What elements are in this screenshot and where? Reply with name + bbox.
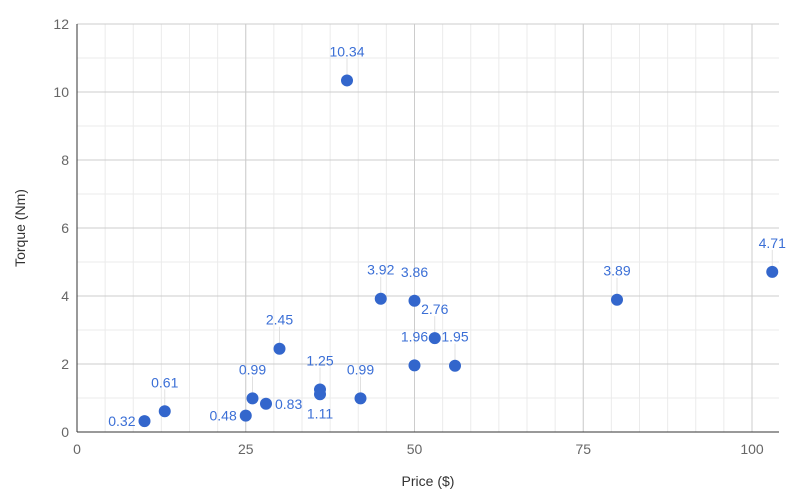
data-point [341, 74, 353, 87]
y-axis-label: Torque (Nm) [12, 189, 28, 267]
data-label: 3.89 [603, 263, 630, 279]
x-axis-label: Price ($) [402, 473, 455, 489]
data-point [766, 265, 779, 278]
x-tick-label: 25 [238, 441, 254, 457]
data-point [408, 359, 421, 372]
x-tick-label: 50 [407, 441, 423, 457]
data-point [449, 359, 461, 372]
data-point [314, 383, 326, 396]
data-label: 3.86 [401, 264, 428, 280]
x-tick-label: 75 [575, 441, 591, 457]
data-label: 0.61 [151, 374, 178, 390]
data-label: 4.71 [759, 235, 786, 251]
data-label: 0.32 [108, 413, 135, 429]
y-tick-label: 12 [53, 16, 69, 32]
data-label: 2.45 [266, 312, 293, 328]
data-point [354, 392, 367, 405]
data-label: 3.92 [367, 262, 394, 278]
data-point [246, 392, 259, 405]
data-label: 0.99 [239, 361, 266, 377]
y-tick-label: 4 [61, 288, 69, 304]
data-point [374, 292, 387, 305]
data-label: 0.99 [347, 361, 374, 377]
data-label: 1.95 [441, 329, 468, 345]
data-point [239, 409, 252, 422]
y-tick-label: 0 [61, 424, 69, 440]
points: 0.32 0.61 0.48 0.99 0.83 2.45 1.11 1.25 10.34 0.9… [108, 43, 786, 429]
data-label: 0.48 [210, 408, 237, 424]
data-label: 0.83 [275, 396, 302, 412]
y-tick-label: 6 [61, 220, 69, 236]
data-label: 10.34 [329, 43, 364, 59]
x-tick-label: 100 [740, 441, 764, 457]
data-point [158, 405, 171, 418]
data-point [273, 342, 286, 355]
x-tick-label: 0 [73, 441, 81, 457]
data-label: 1.25 [306, 353, 333, 369]
data-point [428, 332, 441, 345]
data-label: 1.96 [401, 328, 428, 344]
y-tick-label: 10 [53, 84, 69, 100]
data-point [408, 294, 421, 307]
y-tick-label: 8 [61, 152, 69, 168]
y-tick-label: 2 [61, 356, 69, 372]
data-label: 1.11 [307, 405, 333, 421]
data-point [138, 415, 151, 428]
ticks: 0 25 50 75 100 0 2 4 6 8 10 12 [53, 16, 763, 457]
data-label: 2.76 [421, 301, 448, 317]
grid [76, 23, 779, 433]
data-point [260, 397, 272, 410]
data-point [611, 293, 623, 306]
